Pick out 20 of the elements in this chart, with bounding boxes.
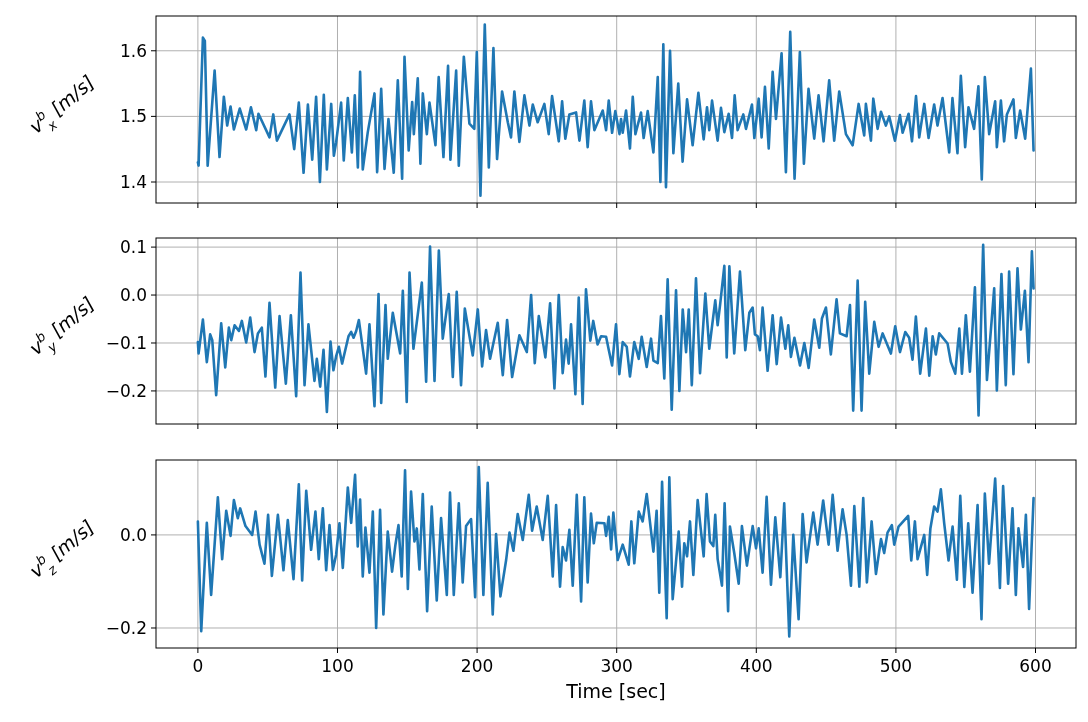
y-tick-label: 1.5 [119,106,147,127]
y-tick-label: 0.1 [119,237,147,258]
y-tick-label: −0.2 [105,617,147,638]
x-axis-title: Time [sec] [565,680,666,702]
y-tick-label: 1.4 [119,172,147,192]
y-tick-label: −0.1 [105,332,147,353]
x-tick-label: 100 [321,656,354,676]
line-series [196,243,1035,417]
y-tick-label: −0.2 [105,380,147,401]
x-tick-label: 500 [879,656,913,676]
x-tick-label: 600 [1019,656,1052,676]
y-tick-label: 0.0 [119,285,147,306]
x-tick-label: 0 [192,656,204,676]
x-tick-label: 300 [600,656,633,676]
line-series [196,23,1035,198]
x-tick-label: 400 [740,656,773,676]
y-tick-label: 1.6 [119,40,147,61]
x-tick-label: 200 [460,656,494,676]
line-series [196,465,1035,638]
y-tick-label: 0.0 [119,524,147,545]
